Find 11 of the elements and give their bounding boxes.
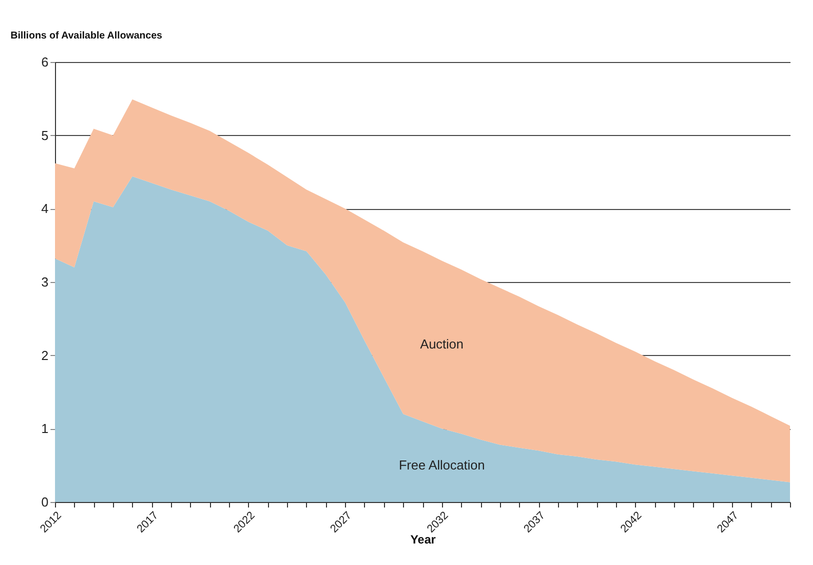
- y-tick-label: 2: [41, 348, 48, 363]
- y-tick-label: 5: [41, 128, 48, 143]
- y-tick-label: 4: [41, 201, 48, 216]
- x-axis-title: Year: [410, 532, 436, 547]
- y-tick-label: 6: [41, 54, 48, 70]
- series-label: Free Allocation: [398, 457, 485, 472]
- y-tick-label: 3: [41, 274, 48, 290]
- y-axis-title: Billions of Available Allowances: [10, 30, 163, 42]
- series-label: Auction: [420, 336, 464, 352]
- y-tick-label: 0: [41, 494, 48, 510]
- y-tick-label: 1: [41, 421, 48, 436]
